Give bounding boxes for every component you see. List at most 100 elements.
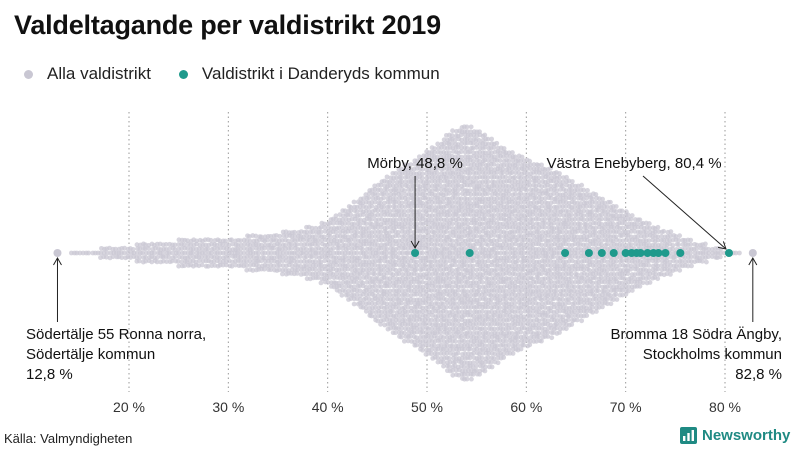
swarm-dot (503, 296, 509, 302)
swarm-dot (482, 200, 488, 206)
swarm-dot (333, 213, 339, 219)
swarm-dot (462, 346, 467, 352)
swarm-dot (470, 267, 476, 273)
swarm-dot (354, 279, 360, 285)
swarm-dot (611, 225, 617, 230)
swarm-dot (393, 267, 399, 273)
swarm-dot (375, 318, 381, 324)
swarm-dot (429, 225, 435, 230)
newsworthy-logo[interactable]: Newsworthy (680, 427, 790, 444)
swarm-dot (176, 250, 181, 256)
swarm-dot (434, 254, 440, 259)
x-axis-ticks: 20 % 30 % 40 % 50 % 60 % 70 % 80 % (113, 399, 741, 415)
swarm-dot (283, 254, 289, 260)
swarm-dot (333, 217, 339, 222)
swarm-dot (446, 356, 452, 361)
swarm-dot (420, 347, 426, 353)
swarm-dot (479, 234, 485, 240)
swarm-dot (315, 237, 321, 243)
swarm-dot (599, 212, 605, 218)
swarm-dot (416, 208, 422, 214)
swarm-dot (205, 254, 211, 260)
swarm-dot (578, 279, 583, 285)
swarm-dot (452, 296, 458, 302)
swarm-dot (429, 276, 434, 281)
swarm-dot (717, 250, 723, 256)
swarm-dot (548, 263, 554, 268)
swarm-dot (241, 250, 247, 256)
swarm-dot (208, 237, 214, 243)
swarm-dot (298, 259, 304, 264)
swarm-dot (435, 355, 441, 361)
swarm-dot (143, 254, 149, 260)
swarm-dot (458, 149, 464, 155)
swarm-dot (465, 289, 470, 294)
swarm-dot (500, 245, 506, 251)
swarm-dot (619, 258, 625, 264)
swarm-dot (557, 171, 562, 176)
swarm-dot (491, 217, 497, 222)
swarm-dot (482, 237, 488, 243)
swarm-dot (673, 267, 679, 272)
swarm-dot (264, 237, 270, 243)
swarm-dot (706, 246, 711, 252)
swarm-dot (360, 271, 366, 276)
swarm-dot (187, 254, 193, 260)
swarm-dot (464, 217, 470, 223)
swarm-dot (602, 263, 608, 269)
swarm-dot (583, 242, 589, 248)
swarm-dot (130, 247, 136, 252)
swarm-dot (414, 329, 420, 335)
swarm-dot (602, 200, 608, 206)
swarm-dot (619, 287, 625, 293)
swarm-dot (217, 255, 223, 261)
swarm-dot (623, 242, 628, 248)
swarm-dot (298, 242, 304, 247)
danderyd-point-4 (597, 249, 606, 257)
swarm-dot (205, 246, 211, 252)
swarm-dot (536, 229, 542, 235)
swarm-dot (446, 163, 452, 168)
swarm-dot (527, 204, 533, 210)
swarm-dot (527, 195, 533, 201)
swarm-dot (593, 250, 599, 256)
swarm-dot (458, 167, 464, 172)
swarm-dot (485, 304, 491, 310)
swarm-dot (449, 167, 455, 172)
swarm-dot (495, 163, 501, 168)
swarm-dot (434, 187, 440, 193)
swarm-dot (393, 170, 399, 176)
swarm-dot (420, 275, 426, 281)
swarm-dot (688, 242, 694, 247)
swarm-dot (566, 284, 571, 290)
swarm-dot (393, 183, 399, 189)
swarm-dot (506, 220, 512, 226)
swarm-dot (408, 162, 414, 168)
swarm-dot (420, 250, 425, 256)
swarm-dot (137, 246, 143, 252)
swarm-dot (512, 191, 518, 197)
swarm-dot (613, 213, 619, 218)
swarm-dot (470, 271, 476, 277)
swarm-dot (437, 304, 443, 310)
swarm-dot (113, 246, 118, 252)
swarm-dot (488, 233, 494, 239)
swarm-dot (518, 283, 524, 289)
swarm-dot (521, 321, 527, 327)
swarm-dot (494, 196, 500, 202)
annotation-morby: Mörby, 48,8 % (367, 155, 463, 172)
swarm-dot (503, 250, 509, 256)
swarm-dot (509, 325, 515, 331)
annotation-vastra-enebyberg-arrow (642, 175, 727, 250)
swarm-dot (485, 330, 491, 336)
swarm-dot (297, 254, 303, 259)
x-tick-label-20: 20 % (113, 399, 145, 415)
swarm-dot (354, 250, 360, 256)
swarm-dot (414, 342, 419, 348)
swarm-dot (586, 267, 592, 273)
swarm-dot (549, 335, 555, 341)
swarm-dot (524, 187, 530, 193)
annotation-sodertalje-line-0: Södertälje 55 Ronna norra, (26, 326, 206, 343)
swarm-dot (504, 230, 509, 236)
swarm-dot (491, 213, 497, 218)
